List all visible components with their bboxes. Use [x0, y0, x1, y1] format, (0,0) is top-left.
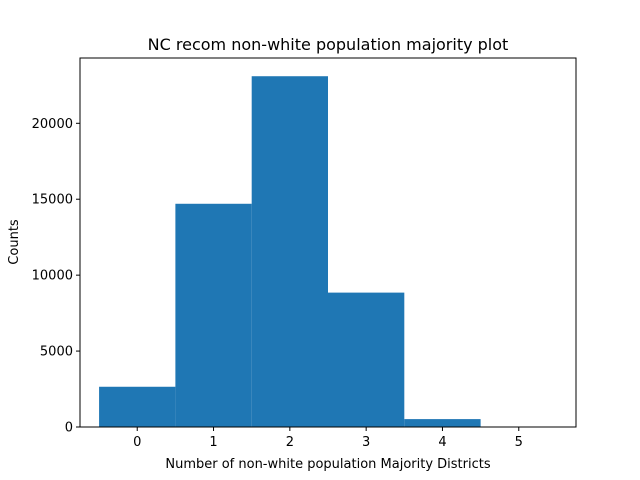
- y-tick-label: 20000: [32, 117, 73, 132]
- x-tick-label: 4: [438, 435, 446, 450]
- plot-area-frame: [79, 57, 577, 428]
- histogram-bar-1: [175, 203, 252, 427]
- chart-title: NC recom non-white population majority p…: [148, 35, 509, 54]
- y-tick-label: 5000: [40, 345, 73, 360]
- y-tick-label: 0: [65, 421, 73, 436]
- y-tick-label: 10000: [32, 269, 73, 284]
- x-tick-label: 5: [515, 435, 523, 450]
- x-axis-label: Number of non-white population Majority …: [165, 457, 490, 472]
- histogram-bar-2: [251, 76, 328, 427]
- x-tick-label: 2: [286, 435, 294, 450]
- x-tick-label: 1: [209, 435, 217, 450]
- histogram-bar-3: [328, 292, 405, 427]
- y-axis-label: Counts: [7, 219, 22, 265]
- x-axis-ticks: 0 1 2 3 4 5: [133, 427, 523, 450]
- histogram-bar-4: [404, 419, 481, 427]
- x-tick-label: 0: [133, 435, 141, 450]
- bars-group: [99, 76, 481, 427]
- x-tick-label: 3: [362, 435, 370, 450]
- histogram-bar-0: [99, 386, 176, 427]
- y-tick-label: 15000: [32, 193, 73, 208]
- y-axis-ticks: 0 5000 10000 15000 20000: [32, 117, 80, 436]
